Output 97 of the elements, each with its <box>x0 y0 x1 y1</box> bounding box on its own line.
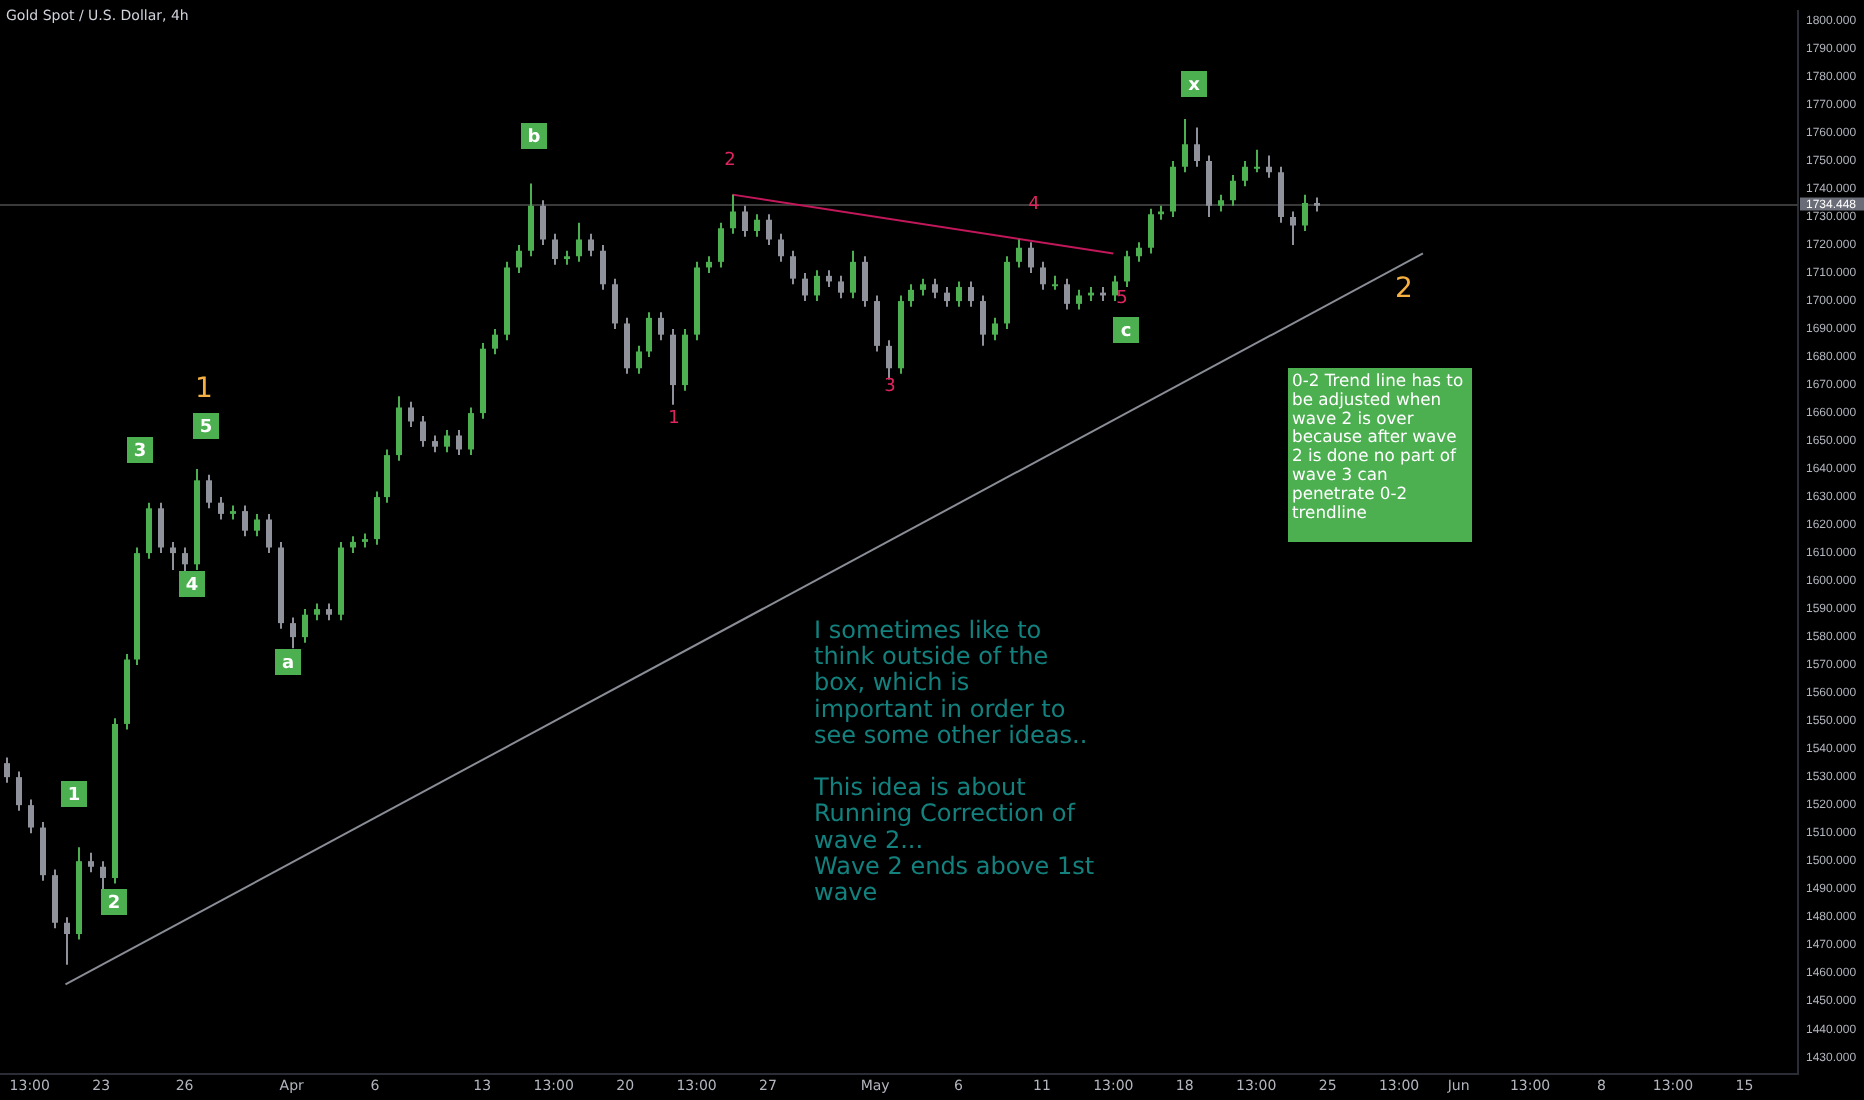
candlestick <box>600 244 606 291</box>
annotation: c <box>1120 321 1132 342</box>
candlestick <box>790 249 796 286</box>
candlestick <box>206 473 212 510</box>
candlestick <box>980 294 986 347</box>
candlestick <box>254 512 260 538</box>
candlestick <box>456 428 462 457</box>
candlestick <box>40 820 46 882</box>
candlestick <box>874 294 880 353</box>
candlestick <box>242 504 248 538</box>
annotation: 4 <box>1028 194 1041 215</box>
annotation: 2 <box>1395 273 1413 306</box>
candlestick <box>612 277 618 331</box>
candlestick <box>1148 207 1154 255</box>
candlestick <box>88 851 94 874</box>
candlestick <box>218 496 224 521</box>
candlestick <box>158 501 164 555</box>
candlestick <box>1064 277 1070 311</box>
candlestick <box>908 283 914 308</box>
candlestick <box>444 428 450 454</box>
candlestick <box>968 280 974 308</box>
candlestick <box>1230 174 1236 207</box>
annotation: 5 <box>1116 288 1128 309</box>
candlestick <box>850 249 856 300</box>
candlestick <box>266 512 272 555</box>
candlestick <box>730 193 736 235</box>
candlestick <box>1170 160 1176 219</box>
candlestick <box>146 501 152 560</box>
annotation: 5 <box>199 417 213 438</box>
annotation: a <box>281 653 295 674</box>
annotation: 4 <box>185 575 199 596</box>
candlestick <box>28 798 34 835</box>
candlestick <box>290 616 296 650</box>
text: I sometimes like to think outside of the box, which is important in order to see some other ideas.. This idea is about Running Correction of wave 2... Wave 2 ends above 1st wave <box>814 616 1095 906</box>
candlestick <box>516 244 522 275</box>
candlestick <box>1290 210 1296 247</box>
candlestick <box>802 272 808 303</box>
candlestick <box>100 860 106 891</box>
candlestick <box>408 400 414 429</box>
candlestick <box>718 221 724 269</box>
candlestick <box>1076 288 1082 311</box>
candlestick <box>862 255 868 308</box>
annotation: 1 <box>195 373 213 406</box>
candlestick <box>64 916 70 966</box>
candlestick <box>932 277 938 300</box>
candlestick <box>1112 274 1118 303</box>
candlestick <box>492 328 498 356</box>
candlestick <box>992 316 998 342</box>
candlestick <box>576 221 582 263</box>
candlestick <box>956 280 962 308</box>
candlestick <box>588 232 594 258</box>
annotation: 0-2 Trend line has to be adjusted when wave 2 is over because after wave 2 is done no part of wave 3 can penetrate 0-2 trendline <box>1292 370 1464 522</box>
annotation: 1 <box>668 408 680 429</box>
candlestick <box>374 490 380 546</box>
candlestick <box>1278 165 1284 224</box>
candlestick <box>754 213 760 238</box>
candlestick <box>636 344 642 375</box>
candlestick <box>1016 238 1022 269</box>
candlestick <box>1194 126 1200 168</box>
candlestick <box>182 546 188 574</box>
candlestick <box>420 414 426 448</box>
candlestick <box>1028 241 1034 275</box>
candlestick <box>52 868 58 930</box>
candlestick <box>468 406 474 457</box>
candlestick <box>778 232 784 263</box>
candlestick <box>766 213 772 247</box>
candlestick <box>396 395 402 462</box>
annotation: 3 <box>133 441 147 462</box>
candlestick <box>302 608 308 644</box>
candlestick <box>742 204 748 238</box>
annotation: 2 <box>724 150 736 171</box>
candlestick <box>1254 148 1260 174</box>
candlestick <box>1124 249 1130 289</box>
candlestick <box>1206 154 1212 219</box>
candlestick <box>528 182 534 258</box>
candlestick <box>1040 260 1046 291</box>
candlestick <box>624 316 630 375</box>
candlestick <box>1136 241 1142 263</box>
annotation: 1 <box>67 785 81 806</box>
candlestick <box>4 756 10 784</box>
candlestick <box>646 311 652 359</box>
candlestick <box>384 448 390 504</box>
candlestick <box>658 311 664 342</box>
annotation: b <box>527 127 542 148</box>
candlestick <box>1242 160 1248 188</box>
annotation: x <box>1188 75 1201 96</box>
candlestick <box>1182 118 1188 174</box>
candlestick <box>814 269 820 303</box>
candlestick <box>540 199 546 247</box>
annotation: 2 <box>107 893 121 914</box>
candlestick <box>16 770 22 812</box>
candlestick <box>552 232 558 266</box>
candlestick <box>838 274 844 300</box>
candlestick <box>1302 193 1308 233</box>
candlestick <box>886 339 892 381</box>
annotation: 3 <box>884 376 896 397</box>
candlestick <box>944 286 950 308</box>
